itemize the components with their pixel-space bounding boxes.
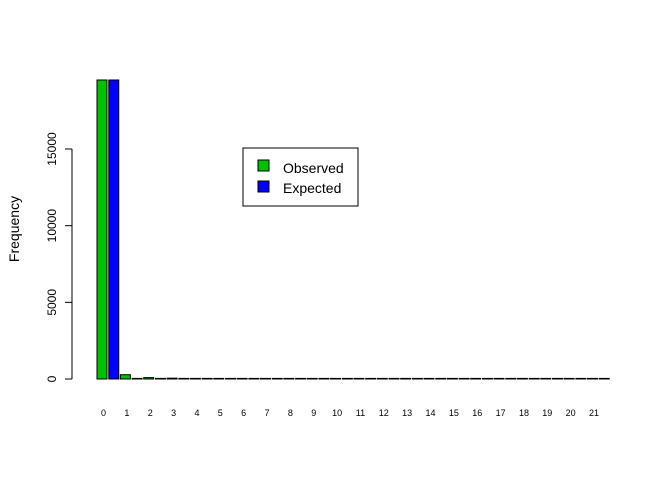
legend-swatch-expected xyxy=(257,180,270,193)
bar-expected-2 xyxy=(154,377,166,380)
bar-expected-12 xyxy=(388,377,400,380)
x-category-label: 15 xyxy=(449,408,459,418)
bar-expected-18 xyxy=(528,377,540,380)
x-category-label: 7 xyxy=(265,408,270,418)
legend-box xyxy=(242,147,359,207)
legend-swatch-observed xyxy=(257,159,270,172)
y-tick-label: 10000 xyxy=(45,209,59,243)
bar-observed-20 xyxy=(563,377,575,380)
bar-expected-10 xyxy=(341,377,353,380)
bar-observed-6 xyxy=(236,377,248,380)
bar-observed-7 xyxy=(259,377,271,380)
x-category-label: 8 xyxy=(288,408,293,418)
x-category-label: 10 xyxy=(332,408,342,418)
bar-expected-7 xyxy=(271,377,283,380)
x-category-label: 9 xyxy=(311,408,316,418)
x-category-label: 19 xyxy=(542,408,552,418)
x-category-label: 3 xyxy=(171,408,176,418)
bar-observed-18 xyxy=(516,377,528,380)
x-category-label: 4 xyxy=(194,408,199,418)
x-category-label: 2 xyxy=(148,408,153,418)
y-axis-title: Frequency xyxy=(6,196,22,262)
bar-expected-5 xyxy=(225,377,237,380)
x-category-label: 1 xyxy=(124,408,129,418)
bar-expected-14 xyxy=(435,377,447,380)
bar-observed-2 xyxy=(143,377,155,380)
bar-expected-17 xyxy=(505,377,517,380)
bar-expected-6 xyxy=(248,377,260,380)
bar-expected-15 xyxy=(458,377,470,380)
bar-expected-20 xyxy=(575,377,587,380)
x-category-label: 17 xyxy=(496,408,506,418)
y-tick-label: 0 xyxy=(45,375,59,382)
x-category-label: 5 xyxy=(218,408,223,418)
bars xyxy=(96,79,610,380)
bar-observed-14 xyxy=(423,377,435,380)
legend-label-observed: Observed xyxy=(283,160,344,176)
bar-observed-11 xyxy=(353,377,365,380)
bar-expected-1 xyxy=(131,377,143,380)
legend-label-expected: Expected xyxy=(283,180,341,196)
bar-observed-21 xyxy=(586,377,598,380)
bar-observed-12 xyxy=(376,377,388,380)
bar-expected-4 xyxy=(201,377,213,380)
bar-observed-9 xyxy=(306,377,318,380)
bar-observed-4 xyxy=(189,377,201,380)
bar-expected-16 xyxy=(481,377,493,380)
x-category-label: 21 xyxy=(589,408,599,418)
bar-observed-17 xyxy=(493,377,505,380)
bar-expected-0 xyxy=(108,79,120,380)
x-category-label: 16 xyxy=(472,408,482,418)
legend: Observed Expected xyxy=(242,147,359,207)
bar-expected-21 xyxy=(598,377,610,380)
bar-observed-13 xyxy=(400,377,412,380)
bar-observed-0 xyxy=(96,79,108,380)
x-category-label: 20 xyxy=(566,408,576,418)
x-category-label: 12 xyxy=(379,408,389,418)
x-category-label: 18 xyxy=(519,408,529,418)
y-tick-label: 5000 xyxy=(45,289,59,316)
x-category-label: 6 xyxy=(241,408,246,418)
x-axis-labels: 0 1 2 3 4 5 6 7 8 9 10 11 12 13 14 15 16 17 18 19 20 21 xyxy=(101,408,599,418)
bar-observed-1 xyxy=(119,374,131,380)
bar-expected-19 xyxy=(552,377,564,380)
bar-expected-13 xyxy=(411,377,423,380)
bar-expected-8 xyxy=(295,377,307,380)
bar-observed-16 xyxy=(470,377,482,380)
bar-observed-10 xyxy=(330,377,342,380)
x-category-label: 13 xyxy=(402,408,412,418)
y-tick-label: 15000 xyxy=(45,132,59,166)
bar-observed-8 xyxy=(283,377,295,380)
bar-expected-3 xyxy=(178,377,190,380)
x-category-label: 11 xyxy=(356,408,365,418)
bar-expected-9 xyxy=(318,377,330,380)
y-axis: 0 5000 10000 15000 xyxy=(45,132,73,382)
x-category-label: 14 xyxy=(426,408,436,418)
bar-observed-19 xyxy=(540,377,552,380)
bar-expected-11 xyxy=(365,377,377,380)
bar-observed-15 xyxy=(446,377,458,380)
x-category-label: 0 xyxy=(101,408,106,418)
bar-observed-3 xyxy=(166,377,178,380)
bar-observed-5 xyxy=(213,377,225,380)
